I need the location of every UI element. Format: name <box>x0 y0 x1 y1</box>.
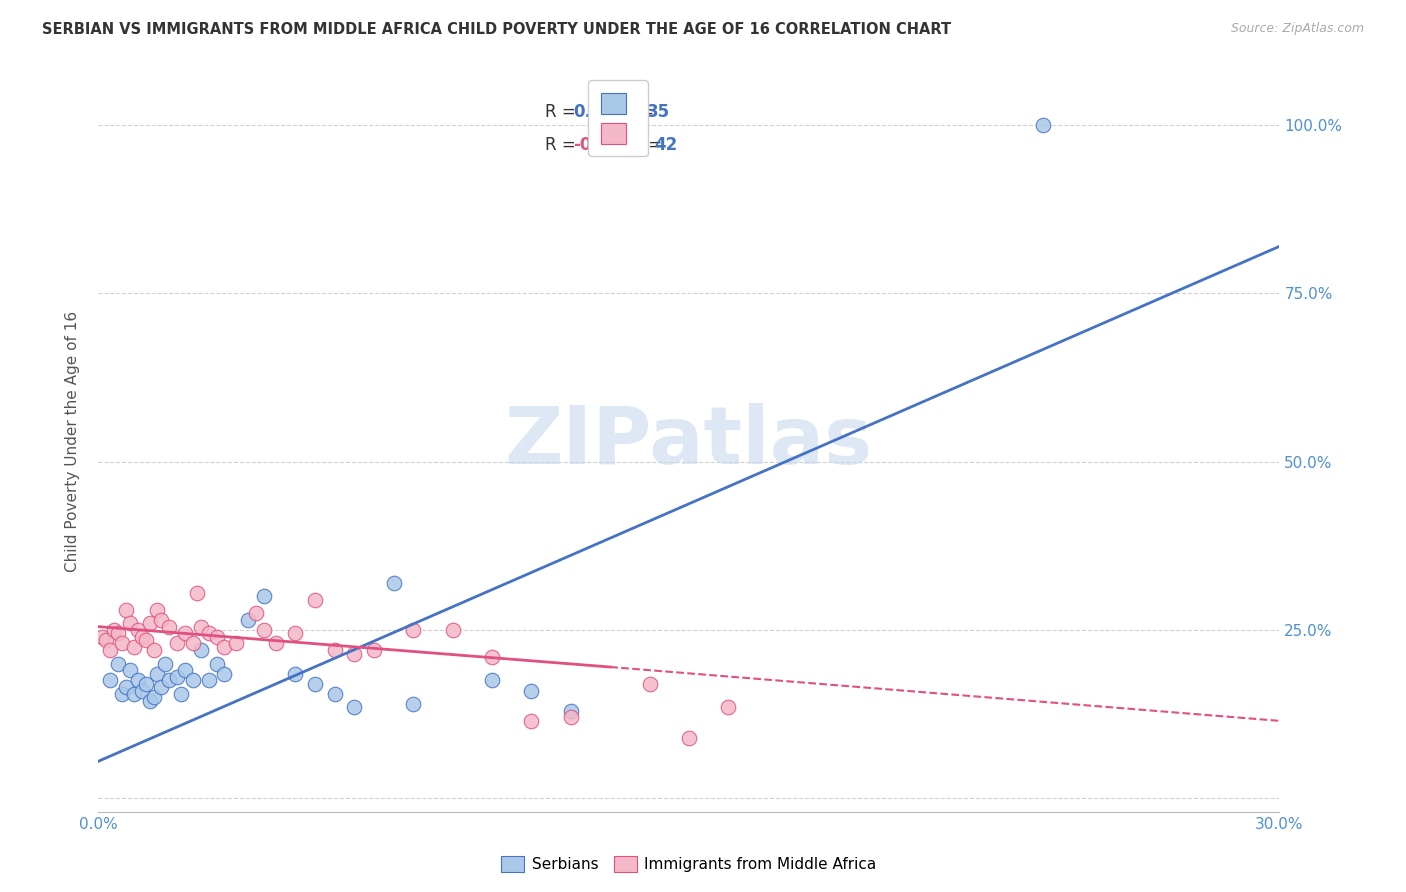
Point <box>96 633 118 648</box>
Point <box>150 680 173 694</box>
Point <box>402 623 425 637</box>
Text: N =: N = <box>620 136 668 154</box>
Point <box>304 677 326 691</box>
Point <box>214 640 236 654</box>
Point <box>135 677 157 691</box>
Point <box>146 666 169 681</box>
Point <box>560 710 582 724</box>
Point <box>118 664 141 678</box>
Point <box>304 592 326 607</box>
Point <box>638 677 661 691</box>
Text: R =: R = <box>546 136 581 154</box>
Point <box>157 619 180 633</box>
Point <box>138 694 160 708</box>
Point <box>142 690 165 705</box>
Point <box>115 603 138 617</box>
Text: 42: 42 <box>655 136 678 154</box>
Point <box>127 673 149 688</box>
Point <box>118 616 141 631</box>
Point <box>343 647 366 661</box>
Point <box>481 673 503 688</box>
Point <box>131 630 153 644</box>
Point <box>98 643 121 657</box>
Text: N =: N = <box>612 103 659 121</box>
Point <box>190 643 212 657</box>
Point <box>225 636 247 650</box>
Text: ZIPatlas: ZIPatlas <box>505 402 873 481</box>
Text: SERBIAN VS IMMIGRANTS FROM MIDDLE AFRICA CHILD POVERTY UNDER THE AGE OF 16 CORRE: SERBIAN VS IMMIGRANTS FROM MIDDLE AFRICA… <box>42 22 952 37</box>
Point <box>402 697 425 711</box>
Text: 0.609: 0.609 <box>574 103 626 121</box>
Point <box>181 636 204 650</box>
Point <box>323 687 346 701</box>
Point <box>284 666 307 681</box>
Point <box>382 575 405 590</box>
Point <box>174 626 197 640</box>
Point <box>264 636 287 650</box>
Point <box>186 586 208 600</box>
Point <box>253 590 276 604</box>
Point <box>363 643 385 657</box>
Point <box>170 687 193 701</box>
Point <box>122 640 145 654</box>
Point <box>98 673 121 688</box>
Point <box>157 673 180 688</box>
Point <box>253 623 276 637</box>
Point <box>181 673 204 688</box>
Legend: Serbians, Immigrants from Middle Africa: Serbians, Immigrants from Middle Africa <box>495 850 883 878</box>
Point <box>166 670 188 684</box>
Point <box>103 623 125 637</box>
Point <box>190 619 212 633</box>
Point <box>520 683 543 698</box>
Point <box>343 700 366 714</box>
Point <box>135 633 157 648</box>
Point <box>166 636 188 650</box>
Point <box>214 666 236 681</box>
Point <box>205 630 228 644</box>
Point <box>245 606 267 620</box>
Point <box>150 613 173 627</box>
Point <box>127 623 149 637</box>
Point <box>155 657 177 671</box>
Point <box>520 714 543 728</box>
Point <box>91 630 114 644</box>
Point <box>560 704 582 718</box>
Point <box>197 673 219 688</box>
Text: 35: 35 <box>647 103 669 121</box>
Text: -0.315: -0.315 <box>574 136 633 154</box>
Point <box>122 687 145 701</box>
Point <box>481 649 503 664</box>
Point <box>146 603 169 617</box>
Point <box>111 687 134 701</box>
Point <box>441 623 464 637</box>
Point <box>111 636 134 650</box>
Text: R =: R = <box>546 103 581 121</box>
Point <box>131 683 153 698</box>
Point <box>174 664 197 678</box>
Point <box>205 657 228 671</box>
Point <box>678 731 700 745</box>
Point <box>197 626 219 640</box>
Point <box>236 613 259 627</box>
Point <box>107 626 129 640</box>
Point <box>323 643 346 657</box>
Point <box>115 680 138 694</box>
Point <box>107 657 129 671</box>
Text: Source: ZipAtlas.com: Source: ZipAtlas.com <box>1230 22 1364 36</box>
Point <box>284 626 307 640</box>
Point <box>1032 118 1054 132</box>
Point <box>717 700 740 714</box>
Y-axis label: Child Poverty Under the Age of 16: Child Poverty Under the Age of 16 <box>65 311 80 572</box>
Point <box>142 643 165 657</box>
Point <box>138 616 160 631</box>
